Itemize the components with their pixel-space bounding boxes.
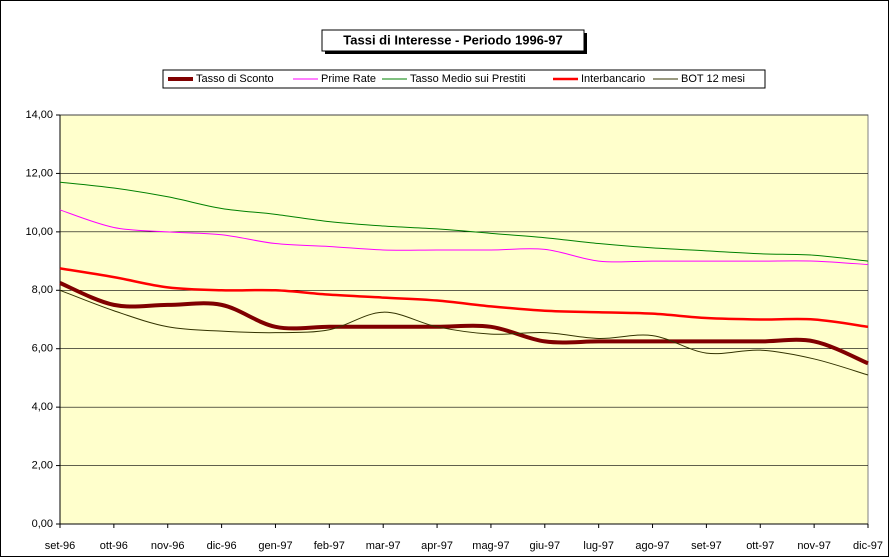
line-series	[59, 181, 869, 262]
y-tick-label: 4,00	[32, 401, 53, 413]
x-tick-label: dic-97	[853, 540, 883, 552]
legend-label: Prime Rate	[321, 73, 376, 85]
y-tick-label: 6,00	[32, 343, 53, 355]
x-tick-label: set-96	[45, 540, 76, 552]
x-tick-label: ott-96	[100, 540, 128, 552]
y-tick-label: 14,00	[25, 109, 53, 121]
x-tick-label: set-97	[691, 540, 722, 552]
line-series	[59, 209, 869, 266]
y-tick-label: 8,00	[32, 284, 53, 296]
y-tick-label: 10,00	[25, 226, 53, 238]
title-box	[321, 29, 585, 52]
x-tick-label: apr-97	[421, 540, 453, 552]
legend-box	[162, 69, 766, 89]
legend-label: Interbancario	[581, 73, 645, 85]
x-tick-label: mar-97	[366, 540, 401, 552]
y-tick-label: 0,00	[32, 518, 53, 530]
line-series	[59, 281, 869, 366]
x-tick-label: ott-97	[746, 540, 774, 552]
y-tick-label: 2,00	[32, 459, 53, 471]
x-tick-label: nov-97	[797, 540, 831, 552]
chart-title: Tassi di Interesse - Periodo 1996-97	[343, 32, 562, 47]
line-series	[59, 267, 869, 329]
line-series	[59, 289, 869, 376]
x-tick-label: feb-97	[314, 540, 345, 552]
x-tick-label: dic-96	[207, 540, 237, 552]
y-tick-label: 12,00	[25, 167, 53, 179]
x-tick-label: ago-97	[635, 540, 669, 552]
x-tick-label: lug-97	[583, 540, 614, 552]
legend-label: Tasso Medio sui Prestiti	[410, 73, 526, 85]
x-tick-label: nov-96	[151, 540, 185, 552]
x-tick-label: giu-97	[530, 540, 561, 552]
legend-label: BOT 12 mesi	[681, 73, 745, 85]
x-tick-label: mag-97	[472, 540, 509, 552]
x-tick-label: gen-97	[258, 540, 292, 552]
legend-label: Tasso di Sconto	[196, 73, 274, 85]
